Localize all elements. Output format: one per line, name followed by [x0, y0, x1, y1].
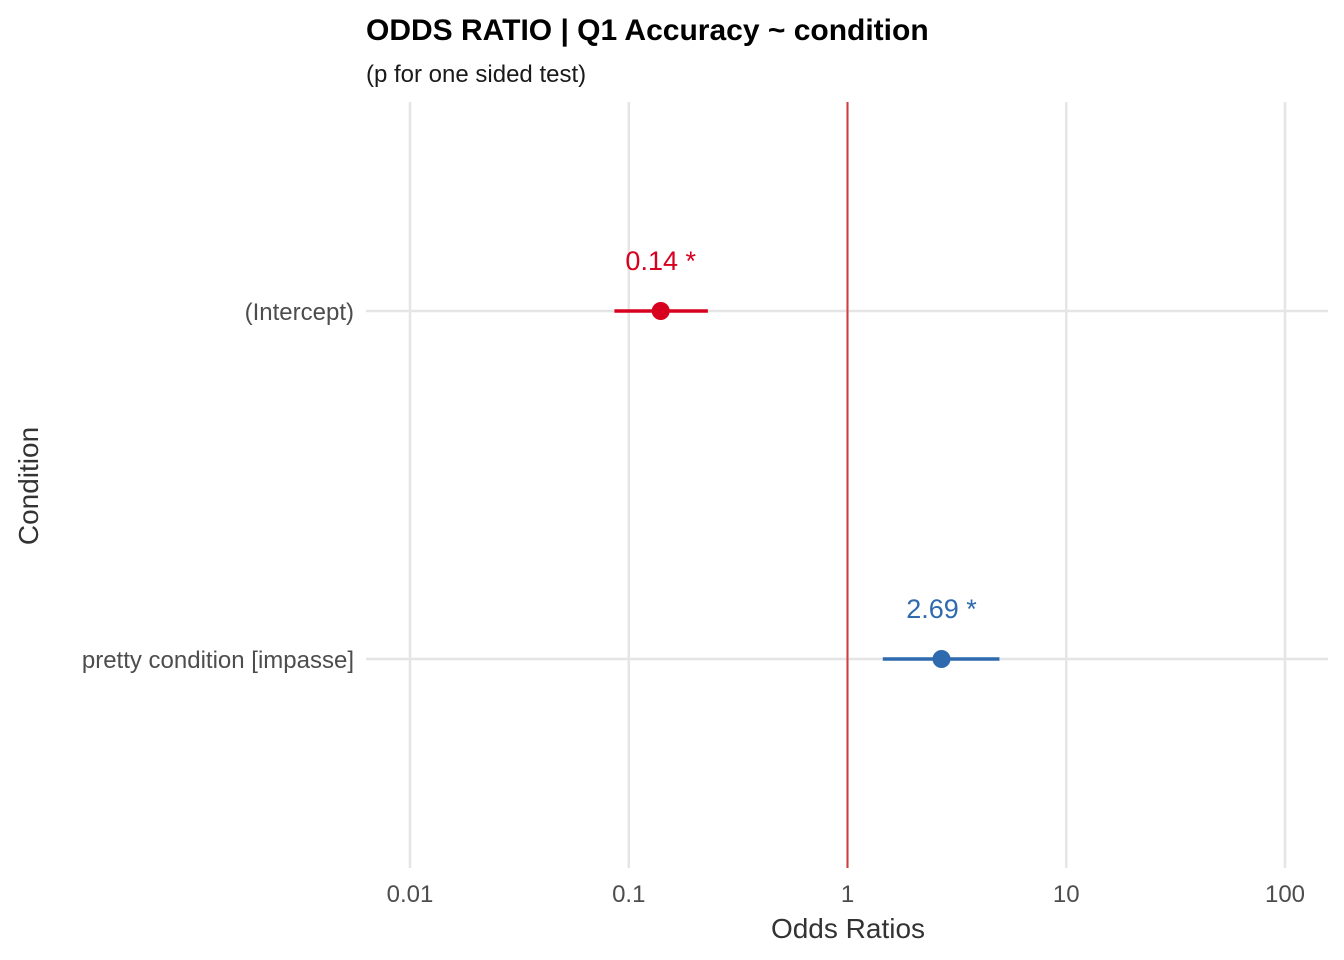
data-label: 0.14 *: [625, 246, 696, 276]
y-axis-title: Condition: [13, 427, 44, 545]
y-tick-label: (Intercept): [245, 299, 354, 326]
point-estimate: [651, 302, 670, 320]
chart-subtitle: (p for one sided test): [366, 61, 586, 88]
x-axis-title: Odds Ratios: [771, 913, 925, 944]
x-tick-label: 0.01: [387, 881, 434, 908]
point-estimate: [932, 650, 951, 668]
x-tick-label: 1: [841, 881, 854, 908]
data-marks: 0.14 * 2.69 *: [614, 246, 1000, 668]
x-tick-labels: 0.01 0.1 1 10 100: [387, 881, 1305, 908]
y-tick-labels: (Intercept) pretty condition [impasse]: [82, 299, 354, 674]
data-label: 2.69 *: [906, 594, 977, 624]
y-tick-label: pretty condition [impasse]: [82, 647, 354, 674]
x-tick-label: 0.1: [612, 881, 645, 908]
chart-title: ODDS RATIO | Q1 Accuracy ~ condition: [366, 14, 929, 47]
x-tick-label: 10: [1053, 881, 1080, 908]
x-tick-label: 100: [1265, 881, 1305, 908]
